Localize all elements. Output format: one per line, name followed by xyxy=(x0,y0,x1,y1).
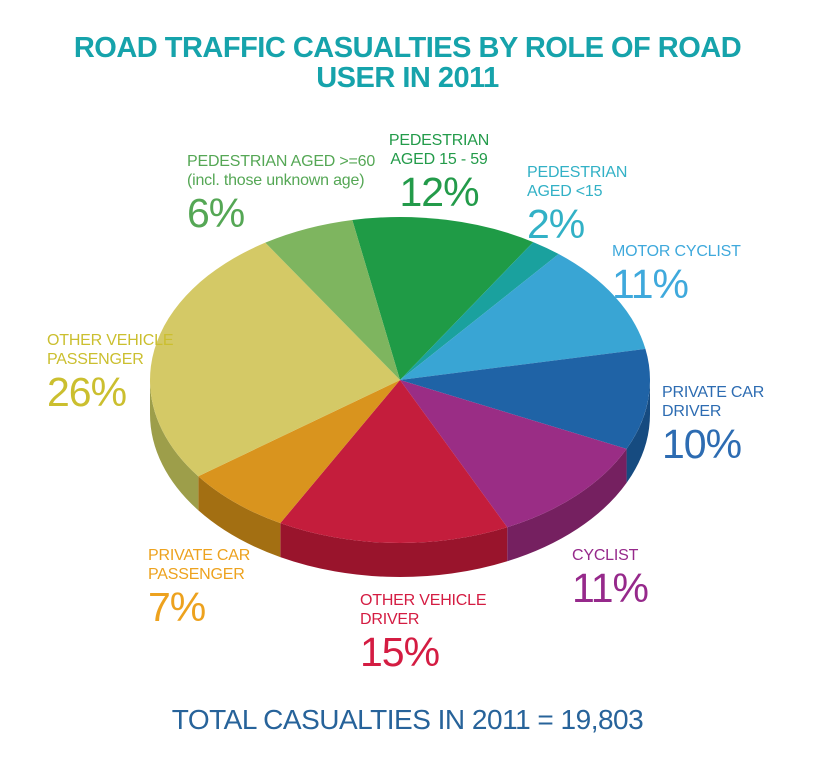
slice-label-text: MOTOR CYCLIST xyxy=(612,243,741,260)
pie-slice-other-vehicle-driver xyxy=(280,380,508,543)
pie-slice-cyclist xyxy=(400,380,627,528)
slice-label-text: PEDESTRIAN xyxy=(527,164,628,181)
slice-label-motor-cyclist: MOTOR CYCLIST 11% xyxy=(612,242,741,305)
chart-title: ROAD TRAFFIC CASUALTIES BY ROLE OF ROAD … xyxy=(0,33,815,93)
slice-label-text: DRIVER xyxy=(662,403,722,420)
slice-label-pedestrian-60-plus: PEDESTRIAN AGED >=60 (incl. those unknown… xyxy=(187,152,375,234)
pie-slice-pedestrian-under-15 xyxy=(400,242,559,380)
pie-slice-motor-cyclist xyxy=(400,254,646,380)
slice-label-text: PASSENGER xyxy=(148,566,245,583)
slice-label-text: PRIVATE CAR xyxy=(148,547,251,564)
slice-label-text: CYCLIST xyxy=(572,547,639,564)
slice-label-cyclist: CYCLIST 11% xyxy=(572,546,649,611)
slice-label-text: OTHER VEHICLE xyxy=(47,332,174,349)
slice-label-text: (incl. those unknown age) xyxy=(187,172,365,189)
slice-percentage: 12% xyxy=(399,169,479,215)
slice-percentage: 6% xyxy=(187,190,245,236)
slice-percentage: 11% xyxy=(612,261,689,307)
slice-label-text: AGED <15 xyxy=(527,183,603,200)
pie-slice-side-cyclist xyxy=(507,448,627,562)
pie-slice-private-car-passenger xyxy=(198,380,400,524)
slice-percentage: 11% xyxy=(572,565,649,611)
pie-slice-side-private-car-driver xyxy=(626,380,650,483)
slice-label-text: AGED 15 - 59 xyxy=(390,151,488,168)
slice-label-pedestrian-under-15: PEDESTRIAN AGED <15 2% xyxy=(527,163,627,245)
slice-percentage: 10% xyxy=(662,421,742,467)
slice-label-text: PEDESTRIAN AGED >=60 xyxy=(187,153,376,170)
chart-title-line2: USER IN 2011 xyxy=(316,62,499,94)
slice-percentage: 7% xyxy=(148,584,206,630)
slice-label-text: DRIVER xyxy=(360,611,420,628)
slice-label-pedestrian-15-59: PEDESTRIAN AGED 15 - 59 12% xyxy=(389,131,489,213)
total-casualties: TOTAL CASUALTIES IN 2011 = 19,803 xyxy=(171,704,644,735)
slice-label-text: PRIVATE CAR xyxy=(662,384,765,401)
pie-slice-side-private-car-passenger xyxy=(198,476,281,558)
slice-label-other-vehicle-passenger: OTHER VEHICLE PASSENGER 26% xyxy=(47,331,174,415)
slice-label-text: PEDESTRIAN xyxy=(388,132,490,149)
slice-percentage: 26% xyxy=(47,369,127,415)
slice-label-other-vehicle-driver: OTHER VEHICLE DRIVER 15% xyxy=(360,591,487,675)
slice-percentage: 2% xyxy=(527,201,585,247)
pie-slice-pedestrian-60-plus xyxy=(265,219,400,380)
slice-label-private-car-driver: PRIVATE CAR DRIVER 10% xyxy=(662,383,764,465)
pie-slice-other-vehicle-passenger xyxy=(149,242,400,477)
chart-title-line1: ROAD TRAFFIC CASUALTIES BY ROLE OF ROAD xyxy=(73,32,742,64)
slice-label-text: PASSENGER xyxy=(47,351,144,368)
pie-slice-pedestrian-15-59 xyxy=(352,217,534,380)
pie-slice-side-other-vehicle-passenger xyxy=(150,380,199,511)
pie-slice-side-other-vehicle-driver xyxy=(280,523,508,577)
pie-slice-private-car-driver xyxy=(400,348,650,449)
slice-label-private-car-passenger: PRIVATE CAR PASSENGER 7% xyxy=(148,546,250,628)
slice-label-text: OTHER VEHICLE xyxy=(360,592,487,609)
slice-percentage: 15% xyxy=(360,629,440,675)
